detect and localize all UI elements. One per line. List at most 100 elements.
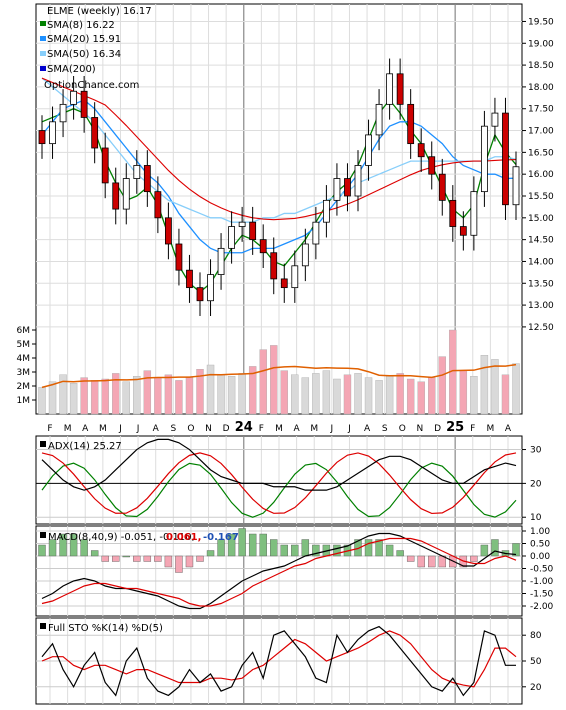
x-tick-label: O: [399, 424, 406, 434]
volume-tick-label: 2M: [17, 382, 31, 392]
macd-histogram-bar: [280, 544, 288, 557]
price-axis-labels: 19.50 19.00 18.50 18.00 17.50 17.00 16.50 16.00…: [522, 17, 554, 333]
macd-histogram-bar: [248, 533, 257, 557]
macd-value-red: 0.061,: [166, 532, 201, 543]
candle-body: [259, 239, 267, 254]
volume-bar: [48, 381, 57, 415]
x-tick-label: A: [505, 424, 512, 434]
volume-bar: [122, 381, 130, 415]
volume-bar: [385, 376, 394, 415]
x-tick-label: J: [330, 424, 334, 434]
volume-bar: [470, 376, 478, 415]
sto-title: Full STO %K(14) %D(5): [48, 623, 163, 634]
candle-body: [333, 178, 341, 201]
indicator-tick-label: -0.50: [530, 565, 554, 575]
candle-body: [270, 252, 278, 280]
macd-histogram-bar: [512, 543, 520, 557]
x-tick-label: S: [382, 424, 388, 434]
price-legend: ELME (weekly) 16.17 SMA(8) 16.22 SMA(20)…: [40, 6, 152, 91]
indicator-tick-label: -1.50: [530, 590, 554, 600]
candle-body: [49, 121, 56, 145]
x-tick-label: M: [64, 424, 72, 434]
x-tick-label: M: [99, 424, 107, 434]
candle-body: [280, 278, 288, 289]
candle-body: [491, 112, 499, 127]
macd-histogram-bar: [364, 539, 373, 557]
x-tick-label: O: [187, 424, 194, 434]
candle-body: [122, 178, 130, 210]
volume-bar: [59, 374, 67, 415]
adx-panel: 30 20 10 ADX(14) 25.27: [35, 435, 542, 525]
long-average-line: [41, 77, 517, 221]
candle-body: [175, 243, 183, 271]
candle-body: [438, 173, 446, 201]
sma20-legend: SMA(20) 15.91: [47, 34, 121, 45]
macd-histogram-bar: [385, 544, 394, 557]
macd-histogram-bar: [312, 544, 320, 557]
x-tick-label: A: [364, 424, 371, 434]
price-tick-label: 12.50: [528, 323, 554, 333]
candle-body: [238, 221, 246, 227]
volume-bar: [417, 381, 425, 415]
macd-histogram-bar: [301, 539, 310, 557]
sma200-swatch: [40, 66, 46, 71]
x-tick-label: F: [47, 424, 52, 434]
x-tick-label: J: [136, 424, 140, 434]
candle-body: [449, 199, 457, 227]
price-tick-label: 16.50: [528, 148, 554, 158]
volume-bar: [438, 356, 446, 415]
candle-body: [249, 221, 257, 241]
x-tick-label: M: [487, 424, 495, 434]
candle-body: [59, 103, 67, 123]
candle-body: [502, 112, 509, 206]
sma200-legend: SMA(200): [47, 64, 96, 75]
price-tick-label: 18.00: [528, 83, 554, 93]
macd-histogram-bar: [101, 555, 109, 562]
indicator-tick-label: 0.50: [530, 540, 550, 550]
price-tick-label: 14.00: [528, 257, 554, 267]
volume-bar: [101, 378, 109, 415]
indicator-tick-label: -1.00: [530, 577, 554, 587]
x-tick-label: A: [294, 424, 301, 434]
candle-body: [375, 103, 383, 136]
volume-bar: [280, 370, 288, 415]
price-tick-label: 17.00: [528, 127, 554, 137]
volume-bar: [301, 377, 310, 415]
volume-bars: [38, 329, 520, 415]
volume-bar: [90, 380, 99, 415]
macd-swatch: [40, 532, 46, 538]
candle-body: [164, 217, 172, 245]
x-tick-label: J: [347, 424, 351, 434]
volume-bar: [459, 370, 468, 415]
macd-histogram-bar: [491, 539, 499, 557]
indicator-tick-label: 10: [530, 513, 542, 523]
price-tick-label: 13.00: [528, 301, 554, 311]
candle-body: [354, 165, 362, 197]
macd-histogram-bar: [59, 533, 67, 557]
candle-body: [207, 274, 214, 302]
macd-histogram-bar: [133, 555, 141, 562]
candle-body: [322, 199, 330, 223]
volume-bar: [428, 377, 436, 415]
volume-bar: [343, 374, 352, 415]
price-tick-label: 15.50: [528, 192, 554, 202]
x-tick-label: J: [118, 424, 122, 434]
x-tick-label: 24: [235, 420, 253, 435]
volume-bar: [491, 359, 499, 415]
price-tick-label: 13.50: [528, 279, 554, 289]
price-tick-label: 18.50: [528, 61, 554, 71]
candle-body: [344, 178, 351, 197]
macd-histogram-bar: [196, 555, 204, 562]
indicator-tick-label: 50: [530, 657, 542, 667]
x-tick-label: N: [417, 424, 424, 434]
indicator-tick-label: 20: [530, 683, 542, 693]
candle-body: [80, 90, 88, 118]
adx-lines: [41, 438, 517, 518]
volume-bar: [375, 380, 383, 415]
candle-body: [428, 156, 436, 175]
indicator-tick-label: 1.00: [530, 527, 550, 537]
volume-bar: [69, 383, 78, 415]
volume-bar: [175, 380, 183, 415]
macd-histogram-bar: [122, 555, 130, 558]
